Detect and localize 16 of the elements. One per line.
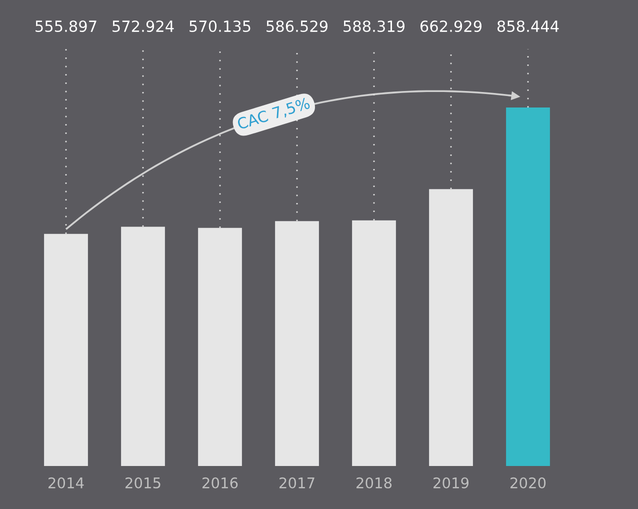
data-label: 555.897 — [36, 20, 96, 32]
data-label: 662.929 — [420, 20, 482, 32]
x-tick-label: 2019 — [434, 477, 469, 488]
x-tick-label: 2014 — [48, 477, 84, 488]
data-label: 572.924 — [112, 20, 174, 32]
data-label: 586.529 — [266, 20, 328, 32]
x-tick-label: 2017 — [280, 477, 314, 488]
x-tick-label: 2016 — [202, 477, 238, 488]
data-label: 570.135 — [190, 20, 250, 32]
data-label: 858.444 — [497, 20, 559, 32]
x-tick-label: 2018 — [356, 477, 392, 488]
annotation: CAC 7,5% — [236, 97, 311, 132]
x-tick-label: 2015 — [126, 477, 160, 488]
bar — [506, 108, 550, 466]
data-label: 588.319 — [344, 20, 405, 32]
x-tick-label: 2020 — [510, 477, 546, 488]
